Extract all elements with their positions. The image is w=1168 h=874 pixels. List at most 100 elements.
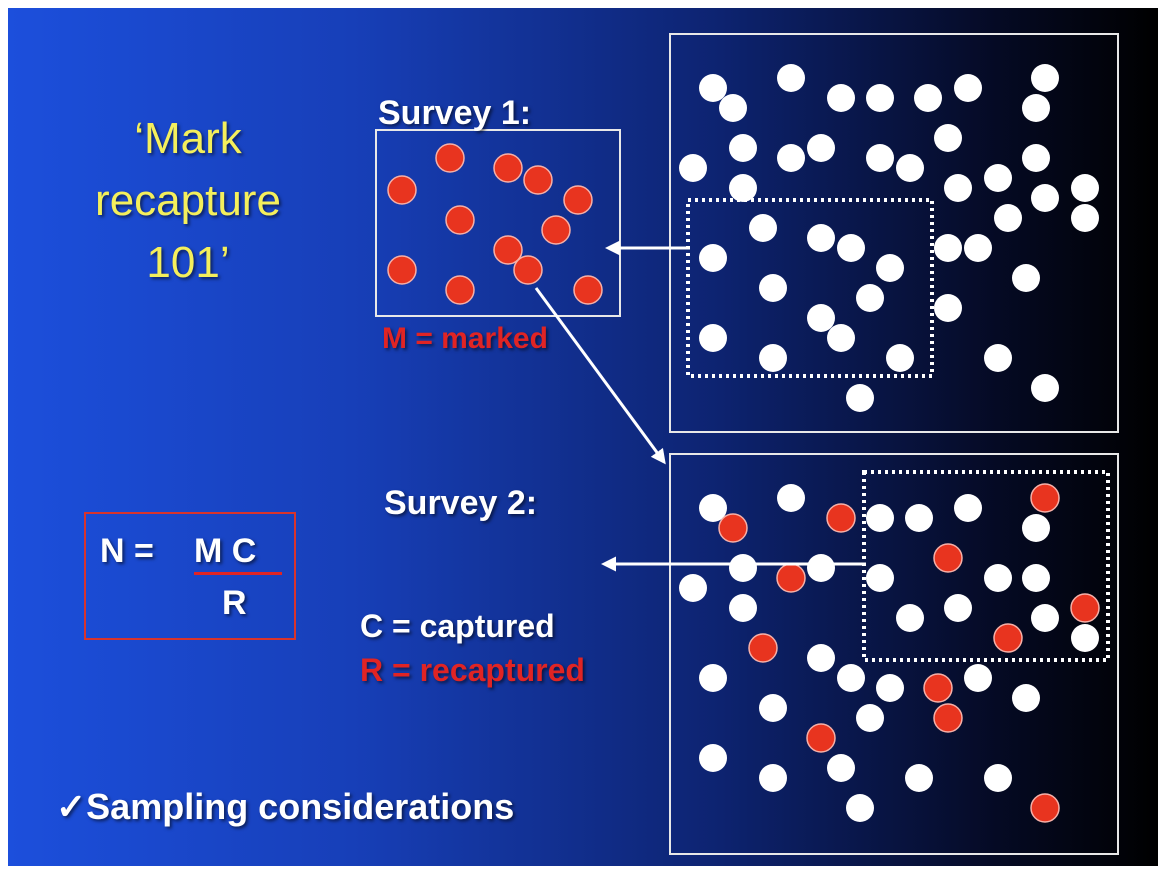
unmarked-individual xyxy=(846,384,874,412)
marked-individual xyxy=(1030,483,1060,513)
unmarked-individual xyxy=(807,224,835,252)
marked-individual xyxy=(445,275,475,305)
marked-individual xyxy=(933,703,963,733)
unmarked-individual xyxy=(719,94,747,122)
unmarked-individual xyxy=(1031,184,1059,212)
unmarked-individual xyxy=(934,124,962,152)
title-line-1: ‘Mark xyxy=(134,114,242,163)
unmarked-individual xyxy=(679,574,707,602)
unmarked-individual xyxy=(984,564,1012,592)
marked-individual xyxy=(541,215,571,245)
unmarked-individual xyxy=(807,134,835,162)
marked-individual xyxy=(513,255,543,285)
unmarked-individual xyxy=(699,664,727,692)
survey-1-label: Survey 1: xyxy=(378,94,532,132)
unmarked-individual xyxy=(905,764,933,792)
unmarked-individual xyxy=(984,764,1012,792)
unmarked-individual xyxy=(1012,264,1040,292)
unmarked-individual xyxy=(866,504,894,532)
unmarked-individual xyxy=(944,594,972,622)
unmarked-individual xyxy=(1022,144,1050,172)
unmarked-individual xyxy=(679,154,707,182)
mark-recapture-diagram xyxy=(375,33,1119,855)
unmarked-individual xyxy=(699,74,727,102)
unmarked-individual xyxy=(807,554,835,582)
marked-individual xyxy=(573,275,603,305)
unmarked-individual xyxy=(1071,624,1099,652)
marked-individual xyxy=(806,723,836,753)
unmarked-individual xyxy=(984,164,1012,192)
unmarked-individual xyxy=(914,84,942,112)
unmarked-individual xyxy=(1031,64,1059,92)
unmarked-individual xyxy=(866,144,894,172)
unmarked-individual xyxy=(856,704,884,732)
unmarked-individual xyxy=(934,234,962,262)
marked-individual xyxy=(435,143,465,173)
unmarked-individual xyxy=(807,304,835,332)
unmarked-individual xyxy=(984,344,1012,372)
unmarked-individual xyxy=(729,134,757,162)
unmarked-individual xyxy=(954,74,982,102)
slide-title: ‘Mark recapture 101’ xyxy=(68,108,308,294)
unmarked-individual xyxy=(1031,604,1059,632)
sampling-window-2 xyxy=(862,470,1110,662)
marked-individual xyxy=(923,673,953,703)
unmarked-individual xyxy=(944,174,972,202)
unmarked-individual xyxy=(866,84,894,112)
unmarked-individual xyxy=(856,284,884,312)
unmarked-individual xyxy=(886,344,914,372)
unmarked-individual xyxy=(876,674,904,702)
unmarked-individual xyxy=(837,234,865,262)
title-line-3: 101’ xyxy=(146,238,230,287)
recaptured-definition: R = recaptured xyxy=(360,652,585,688)
title-line-2: recapture xyxy=(95,176,281,225)
unmarked-individual xyxy=(1012,684,1040,712)
unmarked-individual xyxy=(934,294,962,322)
unmarked-individual xyxy=(759,344,787,372)
unmarked-individual xyxy=(827,754,855,782)
marked-individual xyxy=(387,255,417,285)
marked-individual xyxy=(493,235,523,265)
formula-numerator: M C xyxy=(194,532,257,570)
unmarked-individual xyxy=(699,494,727,522)
marked-individual xyxy=(563,185,593,215)
formula-lhs: N = xyxy=(100,532,154,570)
marked-individual xyxy=(387,175,417,205)
survey-2-label: Survey 2: xyxy=(384,484,538,522)
unmarked-individual xyxy=(699,744,727,772)
unmarked-individual xyxy=(1022,514,1050,542)
marked-individual xyxy=(1030,793,1060,823)
unmarked-individual xyxy=(954,494,982,522)
marked-individual xyxy=(718,513,748,543)
unmarked-individual xyxy=(964,664,992,692)
sampling-considerations: ✓Sampling considerations xyxy=(56,786,515,827)
unmarked-individual xyxy=(1022,94,1050,122)
unmarked-individual xyxy=(1071,204,1099,232)
unmarked-individual xyxy=(749,214,777,242)
marked-individual xyxy=(748,633,778,663)
population-frame-1 xyxy=(669,33,1119,433)
unmarked-individual xyxy=(896,154,924,182)
unmarked-individual xyxy=(759,694,787,722)
marked-individual xyxy=(523,165,553,195)
formula-denominator: R xyxy=(222,584,247,622)
unmarked-individual xyxy=(729,594,757,622)
unmarked-individual xyxy=(837,664,865,692)
marked-individual xyxy=(776,563,806,593)
survey-1-sample-box xyxy=(375,129,621,317)
unmarked-individual xyxy=(876,254,904,282)
unmarked-individual xyxy=(699,244,727,272)
captured-definition: C = captured xyxy=(360,608,555,644)
unmarked-individual xyxy=(896,604,924,632)
unmarked-individual xyxy=(777,64,805,92)
slide: ‘Mark recapture 101’ Survey 1: M = marke… xyxy=(8,8,1158,866)
marked-individual xyxy=(993,623,1023,653)
unmarked-individual xyxy=(777,144,805,172)
population-frame-2 xyxy=(669,453,1119,855)
unmarked-individual xyxy=(905,504,933,532)
unmarked-individual xyxy=(729,554,757,582)
unmarked-individual xyxy=(759,274,787,302)
marked-individual xyxy=(826,503,856,533)
unmarked-individual xyxy=(827,324,855,352)
unmarked-individual xyxy=(1022,564,1050,592)
